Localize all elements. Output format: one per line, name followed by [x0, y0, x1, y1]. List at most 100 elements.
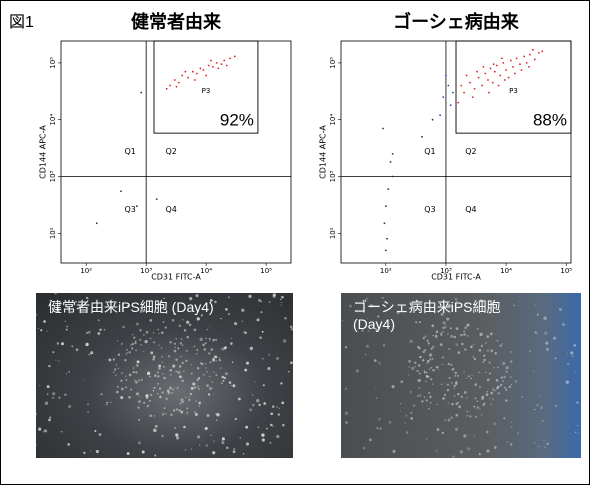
y-tick-label: 10⁴ [49, 114, 57, 126]
speck [573, 344, 576, 347]
x-tick-label: 10² [80, 267, 92, 275]
speck [228, 296, 230, 298]
speck [244, 369, 247, 372]
speck [135, 340, 137, 342]
speck [245, 426, 248, 429]
speck [215, 374, 217, 376]
speck [429, 358, 431, 360]
event-dot [492, 82, 494, 84]
speck [471, 375, 472, 376]
speck [181, 377, 182, 378]
speck [474, 397, 476, 399]
speck [408, 366, 409, 367]
speck [376, 398, 377, 399]
speck [505, 389, 507, 391]
speck [369, 438, 372, 441]
event-dot [181, 75, 183, 77]
speck [411, 367, 414, 370]
speck [536, 404, 538, 406]
speck [276, 406, 277, 407]
speck [425, 438, 427, 440]
speck [209, 387, 212, 390]
speck [116, 391, 118, 393]
speck [108, 358, 111, 361]
event-dot [432, 119, 434, 121]
speck [209, 326, 210, 327]
speck [172, 365, 175, 368]
speck [198, 402, 201, 405]
speck [252, 395, 253, 396]
speck [185, 449, 187, 451]
event-dot [519, 63, 521, 65]
speck [460, 409, 461, 410]
speck [190, 393, 193, 396]
speck [49, 417, 51, 419]
speck [176, 388, 177, 389]
speck [133, 367, 135, 369]
speck [474, 383, 477, 386]
speck [454, 336, 456, 338]
speck [191, 387, 194, 390]
speck [200, 338, 203, 341]
speck [493, 422, 496, 425]
speck [452, 403, 454, 405]
quadrant-label: Q1 [424, 147, 435, 156]
speck [153, 387, 155, 389]
speck [135, 342, 137, 344]
speck [106, 403, 108, 405]
speck [504, 387, 506, 389]
speck [58, 360, 59, 361]
speck [135, 371, 137, 373]
speck [40, 329, 42, 331]
event-dot [490, 68, 492, 70]
speck [379, 427, 381, 429]
speck [52, 392, 55, 395]
event-dot [488, 92, 490, 94]
speck [463, 434, 466, 437]
speck [426, 339, 428, 341]
speck [209, 361, 211, 363]
speck [497, 385, 500, 388]
speck [241, 309, 244, 312]
speck [125, 376, 126, 377]
event-dot [534, 59, 536, 61]
event-dot [199, 68, 201, 70]
gate-label: P3 [202, 87, 211, 95]
speck [432, 369, 434, 371]
speck [64, 321, 66, 323]
speck [497, 340, 498, 341]
speck [425, 381, 426, 382]
speck [87, 404, 89, 406]
speck [137, 406, 139, 408]
event-dot [174, 79, 176, 81]
speck [438, 369, 439, 370]
event-dot [385, 249, 387, 251]
speck [158, 345, 159, 346]
speck [454, 375, 456, 377]
speck [502, 362, 505, 365]
event-dot [120, 190, 122, 192]
speck [491, 349, 494, 352]
speck [122, 326, 125, 329]
speck [221, 382, 223, 384]
speck [469, 415, 471, 417]
x-tick-label: 10⁴ [200, 267, 212, 275]
speck [126, 354, 127, 355]
speck [86, 332, 88, 334]
speck [467, 411, 469, 413]
speck [159, 396, 161, 398]
speck [440, 343, 443, 346]
speck [129, 396, 131, 398]
speck [477, 406, 479, 408]
chart-title: 健常者由来 [131, 11, 222, 33]
speck [461, 396, 463, 398]
speck [115, 374, 116, 375]
event-dot [514, 73, 516, 75]
speck [568, 427, 569, 428]
event-dot [439, 114, 441, 116]
speck [507, 441, 509, 443]
event-dot [192, 71, 194, 73]
speck [424, 396, 426, 398]
speck [191, 448, 192, 449]
speck [132, 371, 134, 373]
